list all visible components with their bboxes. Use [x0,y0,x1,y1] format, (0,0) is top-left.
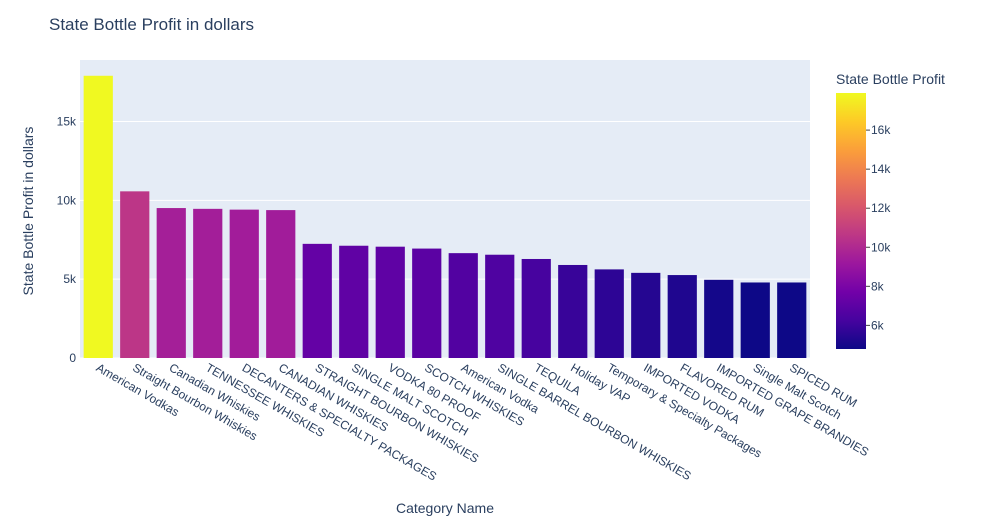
bar[interactable] [704,279,734,358]
colorbar-tick-label: 8k [871,279,885,293]
colorbar-ticks: 6k 8k 10k 12k 14k 16k [866,123,891,332]
plot-background [80,60,810,358]
bar[interactable] [156,208,186,358]
bars [83,75,807,358]
chart-title: State Bottle Profit in dollars [49,15,254,34]
colorbar-tick-label: 10k [871,240,891,254]
bar[interactable] [594,269,624,358]
bar[interactable] [120,191,150,358]
bar[interactable] [412,248,442,358]
y-tick-label: 15k [57,114,77,128]
bar[interactable] [266,210,296,358]
colorbar [836,93,866,349]
bar[interactable] [375,246,405,358]
bar[interactable] [667,275,697,358]
y-tick-label: 0 [69,351,76,365]
colorbar-tick-label: 6k [871,318,885,332]
bar[interactable] [521,258,551,358]
y-tick-label: 5k [63,272,77,286]
y-axis-ticks: 0 5k 10k 15k [57,114,77,365]
bar[interactable] [193,208,223,358]
bar[interactable] [448,253,478,358]
y-axis-title: State Bottle Profit in dollars [20,127,36,296]
bar[interactable] [558,264,588,358]
bar[interactable] [777,282,807,358]
bar[interactable] [229,209,259,358]
bar[interactable] [485,254,515,358]
colorbar-title: State Bottle Profit [836,71,945,87]
colorbar-tick-label: 14k [871,162,891,176]
colorbar-tick-label: 16k [871,123,891,137]
bar[interactable] [740,282,770,358]
y-tick-label: 10k [57,193,77,207]
bar[interactable] [631,272,661,358]
colorbar-tick-label: 12k [871,201,891,215]
x-axis-title: Category Name [396,500,494,516]
bar[interactable] [83,75,113,358]
bar[interactable] [339,245,369,358]
bar[interactable] [302,243,332,358]
